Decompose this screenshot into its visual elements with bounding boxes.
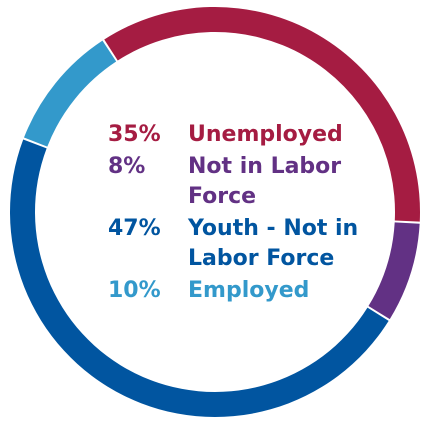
legend-row-not-in-labor-force: 8% Not in Labor Force <box>108 152 368 212</box>
legend-row-employed: 10% Employed <box>108 276 368 306</box>
legend-row-youth-not-in-labor-force: 47% Youth - Not in Labor Force <box>108 214 368 274</box>
donut-slice-not-in-labor-force <box>368 222 420 320</box>
chart-legend: 35% Unemployed 8% Not in Labor Force 47%… <box>108 120 368 308</box>
donut-slice-unemployed <box>104 6 420 222</box>
legend-label: Not in Labor Force <box>188 154 342 209</box>
legend-percent: 35% <box>108 122 161 147</box>
donut-slices <box>9 6 420 418</box>
legend-percent: 47% <box>108 216 161 241</box>
legend-row-unemployed: 35% Unemployed <box>108 120 368 150</box>
legend-percent: 8% <box>108 154 146 179</box>
legend-label: Employed <box>188 278 310 303</box>
legend-label: Unemployed <box>188 122 343 147</box>
legend-label: Youth - Not in Labor Force <box>188 216 359 271</box>
legend-percent: 10% <box>108 278 161 303</box>
donut-slice-employed <box>24 40 117 147</box>
